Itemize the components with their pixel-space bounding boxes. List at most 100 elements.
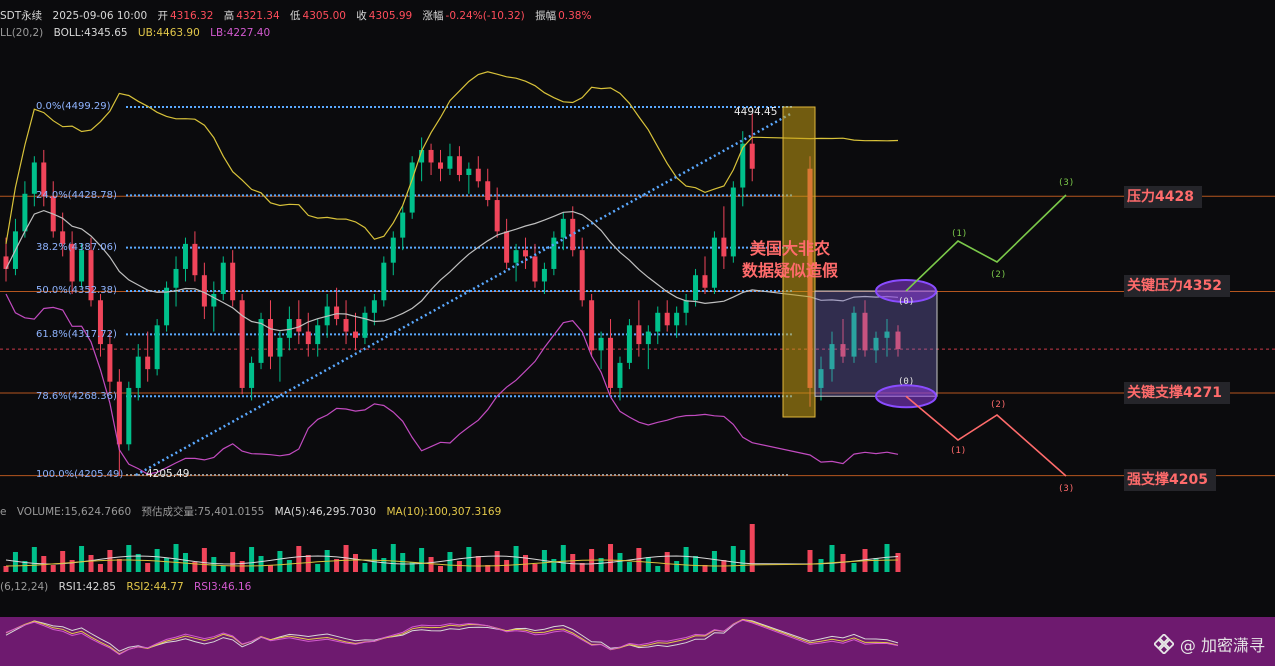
candle-body [258,319,264,363]
candle-body [598,337,604,351]
wave-down-3: (3) [1058,484,1075,494]
volume-bar [485,565,491,572]
candle-body [884,331,890,338]
volume-bar [840,554,846,572]
volume-bar [475,556,481,572]
candle-body [851,312,857,357]
candle-body [145,356,151,370]
candle-body [683,300,689,313]
rsi3-value: RSI3:46.16 [194,581,252,593]
rsi3-line [5,619,899,656]
volume-bar [532,564,538,572]
candle-body [541,268,547,282]
volume-bar [343,545,349,572]
volume-bar [154,549,160,572]
candle-body [513,250,519,263]
level-tag-resistance: 压力4428 [1124,186,1202,208]
candle-body [97,300,103,345]
candle-body [305,331,311,345]
volume-bar [428,557,434,572]
volume-bar [645,557,651,572]
high-mark-label: 4494.45 [734,106,778,118]
boll-ub-value: UB:4463.90 [137,27,200,39]
rsi-params: (6,12,24) [0,581,49,593]
boll-upper-line [5,71,899,244]
volume-bar [60,551,66,572]
bullish-projection [905,194,1067,292]
candle-body [523,250,529,257]
volume-value: VOLUME:15,624.7660 [16,506,132,518]
volume-bar [3,566,9,572]
amp-label: 振幅 [535,10,557,22]
binance-diamond-icon [1153,634,1174,654]
rsi2-value: RSI2:44.77 [126,581,184,593]
rsi2-line [5,618,899,655]
volume-bar [579,563,585,572]
candle-body [438,162,444,169]
volume-bar [884,544,890,572]
candle-body [192,243,198,276]
volume-bar [192,562,198,572]
volume-bar [693,556,699,572]
change-value: -0.24%(-10.32) [445,10,525,22]
volume-bar [409,562,415,572]
candle-body [456,156,462,176]
volume-bar [636,548,642,572]
candle-body [840,344,846,357]
candle-body [560,218,566,238]
open-label: 开 [157,10,168,22]
volume-bar [829,545,835,572]
volume-bar [664,552,670,572]
candle-body [475,168,481,182]
candle-body [60,231,66,244]
volume-bar [655,566,661,572]
candle-body [334,306,340,320]
wave-up-3: (3) [1058,178,1075,188]
volume-bar [79,546,85,572]
candle-body [645,331,651,345]
candle-body [409,162,415,213]
volume-bar [570,554,576,572]
ohlc-header: SDT永续 2025-09-06 10:00 开 4316.32 高 4321.34… [0,8,598,23]
volume-bar [277,551,283,572]
volume-bar [116,559,122,572]
wave-up-1: (1) [951,229,968,239]
candle-body [173,268,179,288]
volume-header: e VOLUME:15,624.7660 预估成交量:75,401.0155 M… [0,504,508,519]
candle-body [504,231,510,263]
volume-bar [69,560,75,572]
candle-body [466,168,472,176]
volume-bar [267,565,273,572]
datetime-label: 2025-09-06 10:00 [52,10,148,22]
candle-body [154,325,160,370]
volume-bar [211,557,217,572]
volume-bar [286,560,292,572]
candle-body [419,149,425,163]
candle-body [428,149,434,163]
wave-down-0: (0) [898,377,915,387]
volume-bar [249,547,255,572]
high-value: 4321.34 [236,10,280,22]
candle-body [693,275,699,301]
nfp-highlight-box [782,106,816,418]
candle-body [362,312,368,338]
candle-body [740,143,746,188]
close-label: 收 [356,10,367,22]
candle-body [286,319,292,338]
volume-bar [145,563,151,572]
volume-bar [617,553,623,572]
volume-bar [419,548,425,572]
volume-bar [22,561,28,572]
fib-label: 50.0%(4352.38) [36,285,117,296]
volume-bar [560,545,566,572]
boll-params: LL(20,2) [0,27,44,39]
fib-label: 0.0%(4499.29) [36,101,111,112]
candle-body [873,337,879,351]
candle-body [664,312,670,326]
volume-bar [88,555,94,572]
candle-body [381,262,387,301]
boll-lb-value: LB:4227.40 [210,27,271,39]
candle-body [267,319,273,357]
candle-body [315,325,321,345]
